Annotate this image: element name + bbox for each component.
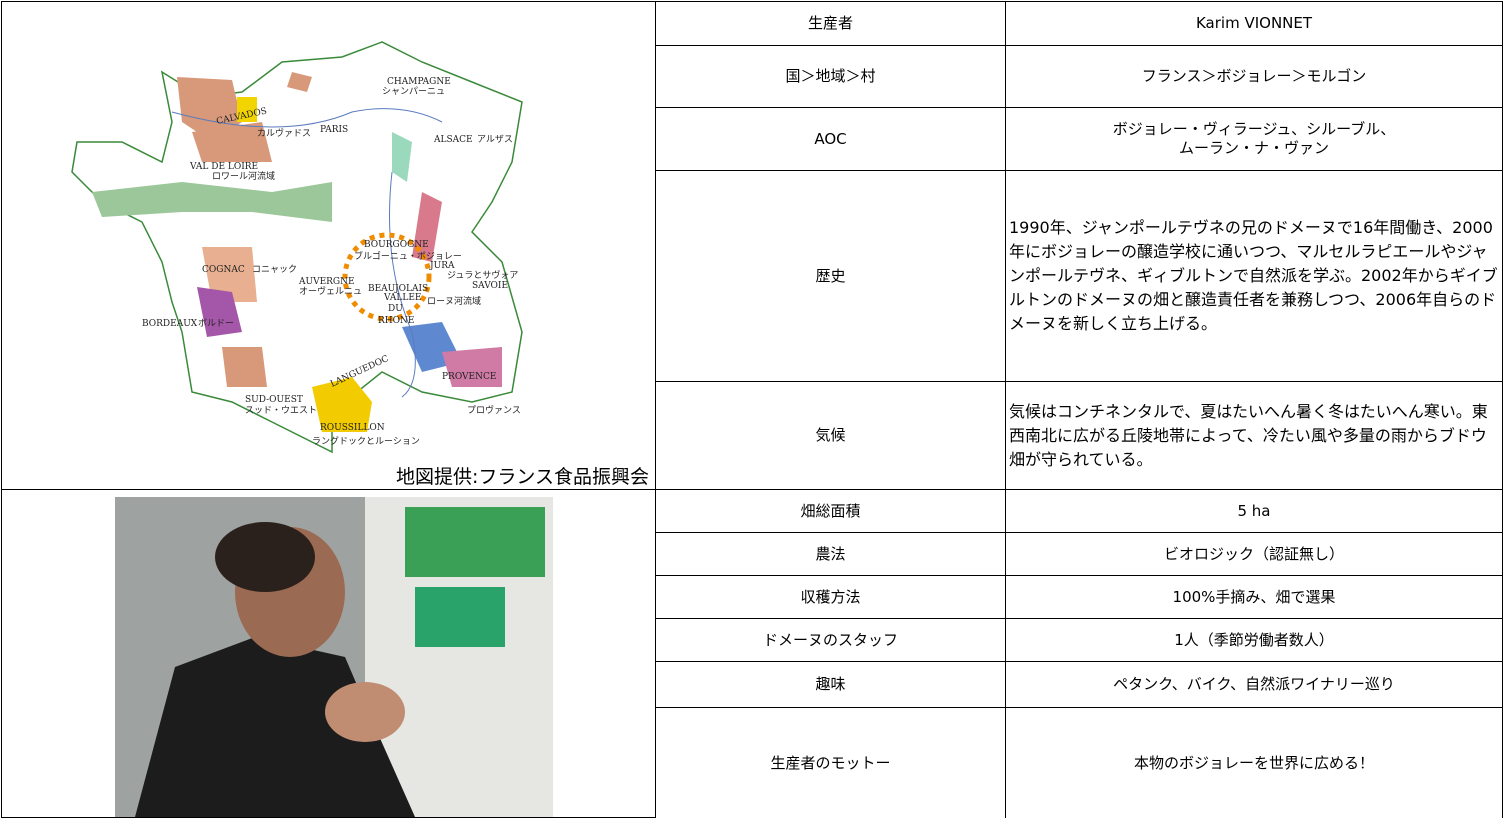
map-label: シャンパーニュ <box>382 86 445 97</box>
region <box>202 247 257 302</box>
row-value: 気候はコンチネンタルで、夏はたいへん暑く冬はたいへん寒い。東西南北に広がる丘陵地… <box>1005 381 1503 490</box>
map-label: PARIS <box>320 125 348 135</box>
map-label: VAL DE LOIRE <box>189 162 258 172</box>
photo-cell <box>1 489 656 818</box>
river <box>171 108 443 128</box>
map-label: ブルゴーニュ・ボジョレー <box>354 250 462 262</box>
row-label: 生産者 <box>655 1 1006 46</box>
highlight-circle <box>342 232 432 322</box>
map-label: BEAUJOLAIS <box>368 284 428 294</box>
row-label: AOC <box>655 107 1006 171</box>
river <box>389 171 416 398</box>
producer-photo <box>115 497 553 817</box>
row-label: 収穫方法 <box>655 575 1006 619</box>
map-label: BOURGOGNE <box>364 240 429 250</box>
row-value: Karim VIONNET <box>1005 1 1503 46</box>
row-value: 1990年、ジャンポールテヴネの兄のドメーヌで16年間働き、2000年にボジョレ… <box>1005 170 1503 382</box>
map-label: ラングドックとルーション <box>312 435 420 447</box>
map-label: CHAMPAGNE <box>387 77 451 87</box>
map-label: VALLEE <box>383 293 421 303</box>
map-label: アルザス <box>477 134 513 145</box>
map-label: BORDEAUX <box>142 319 198 329</box>
row-value: 100%手摘み、畑で選果 <box>1005 575 1503 619</box>
region <box>412 192 442 262</box>
map-label: ロワール河流域 <box>212 170 275 182</box>
map-label: SAVOIE <box>472 281 508 291</box>
region <box>222 347 267 387</box>
row-value: ペタンク、バイク、自然派ワイナリー巡り <box>1005 661 1503 708</box>
row-value: 5 ha <box>1005 489 1503 533</box>
map-label: ジュラとサヴォア <box>447 269 518 281</box>
map-label: RHONE <box>378 316 414 326</box>
row-value: 1人（季節労働者数人） <box>1005 618 1503 662</box>
row-value: 本物のボジョレーを世界に広める！ <box>1005 707 1503 818</box>
map-label: COGNAC <box>202 265 245 275</box>
row-label: 畑総面積 <box>655 489 1006 533</box>
map-label: スッド・ウエスト <box>245 405 317 416</box>
map-caption: 地図提供:フランス食品振興会 <box>395 466 649 488</box>
map-label: SUD-OUEST <box>245 395 303 405</box>
map-label: PROVENCE <box>442 372 496 382</box>
region <box>177 77 242 142</box>
row-label: 生産者のモットー <box>655 707 1006 818</box>
map-label: AUVERGNE <box>298 277 355 287</box>
region <box>92 182 332 222</box>
row-label: ドメーヌのスタッフ <box>655 618 1006 662</box>
row-label: 国＞地域＞村 <box>655 45 1006 108</box>
region <box>442 347 502 387</box>
map-label: DU <box>388 304 403 314</box>
france-outline <box>71 41 523 454</box>
region <box>197 287 242 337</box>
map-label: ROUSSILLON <box>320 423 385 433</box>
map-label: オーヴェルニュ <box>299 285 362 297</box>
map-label: コニャック <box>252 264 297 275</box>
region <box>192 122 272 162</box>
map-label: カルヴァドス <box>257 127 311 139</box>
row-value: フランス＞ボジョレー＞モルゴン <box>1005 45 1503 108</box>
row-label: 歴史 <box>655 170 1006 382</box>
map-cell: CHAMPAGNE シャンパーニュ CALVADOS カルヴァドス PARIS ALSAC… <box>1 1 656 490</box>
region <box>312 377 372 432</box>
row-label: 農法 <box>655 532 1006 576</box>
row-label: 気候 <box>655 381 1006 490</box>
row-value: ボジョレー・ヴィラージュ、シルーブル、 ムーラン・ナ・ヴァン <box>1005 107 1503 171</box>
region <box>392 132 412 182</box>
row-value: ビオロジック（認証無し） <box>1005 532 1503 576</box>
map-label: ALSACE <box>433 135 473 145</box>
map-label: ローヌ河流域 <box>427 295 481 307</box>
region <box>287 72 312 92</box>
row-label: 趣味 <box>655 661 1006 708</box>
map-label: ボルドー <box>198 318 234 329</box>
map-label: JURA <box>429 261 455 271</box>
region <box>237 97 257 122</box>
map-label: プロヴァンス <box>467 404 521 416</box>
